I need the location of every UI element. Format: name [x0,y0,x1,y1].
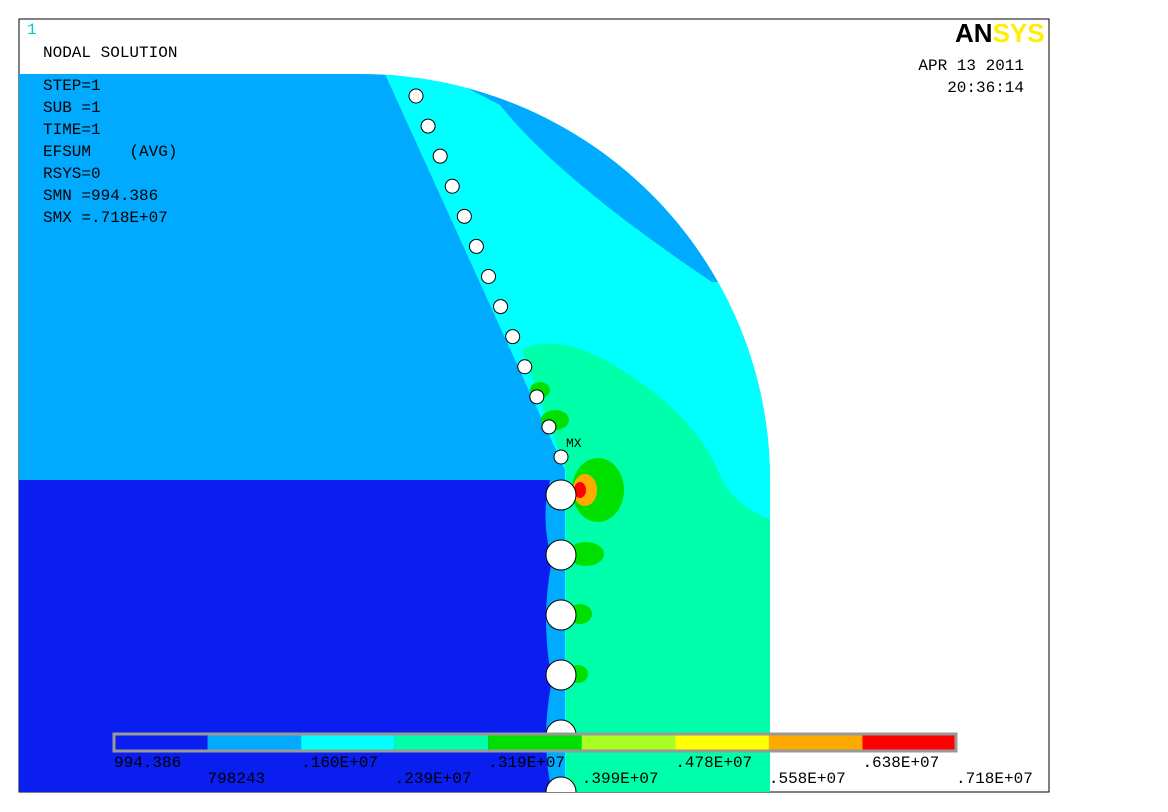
info-line: SMN =994.386 [43,187,158,205]
info-line: SMX =.718E+07 [43,209,168,227]
color-band [114,734,208,751]
legend-label: .558E+07 [769,770,846,788]
hole [545,776,577,792]
legend-label: 994.386 [114,754,181,772]
date: APR 13 2011 [918,57,1024,75]
color-band [675,734,769,751]
logo-part: SYS [993,18,1045,48]
legend-label: .239E+07 [395,770,472,788]
contour-plot [19,74,770,792]
region [19,480,552,792]
hole [468,238,484,254]
color-band [488,734,582,751]
region [522,343,770,792]
hole [517,359,533,375]
hole [432,148,448,164]
legend-frame [112,732,958,753]
hole [529,389,545,405]
color-band [394,734,489,751]
logo-part: AN [955,18,993,48]
time: 20:36:14 [947,79,1024,97]
legend-label: .718E+07 [956,770,1033,788]
hole [505,329,521,345]
hole [444,178,460,194]
legend-label: .399E+07 [582,770,659,788]
color-band [581,734,676,751]
hot-spot [568,542,604,566]
hole [545,659,577,691]
color-band [862,734,956,751]
hole [420,118,436,134]
legend-label: .638E+07 [862,754,939,772]
max-marker: MX [566,436,582,451]
title: NODAL SOLUTION [43,44,177,62]
legend-label: .319E+07 [488,754,565,772]
info-line: SUB =1 [43,99,101,117]
hole [456,208,472,224]
info-line: TIME=1 [43,121,101,139]
hole [541,419,557,435]
info-line: EFSUM (AVG) [43,143,177,161]
info-block: STEP=1 SUB =1 TIME=1 EFSUM (AVG) RSYS=0 SMN =… [43,77,177,227]
legend-label: 798243 [208,770,266,788]
window-number: 1 [27,21,37,39]
hole [545,539,577,571]
legend-label: .478E+07 [675,754,752,772]
color-band [301,734,395,751]
hole [481,269,496,284]
info-line: STEP=1 [43,77,101,95]
logo: ANSYS [955,18,1045,48]
legend: 994.386 798243 .160E+07 .239E+07 .319E+07 .39… [112,732,1033,788]
hole [408,88,424,104]
color-band [207,734,302,751]
hole [493,299,509,315]
hole [553,449,569,465]
hole [545,599,577,631]
legend-label: .160E+07 [301,754,378,772]
info-line: RSYS=0 [43,165,101,183]
hot-spot [574,482,586,498]
color-band [768,734,863,751]
hole [545,479,577,511]
